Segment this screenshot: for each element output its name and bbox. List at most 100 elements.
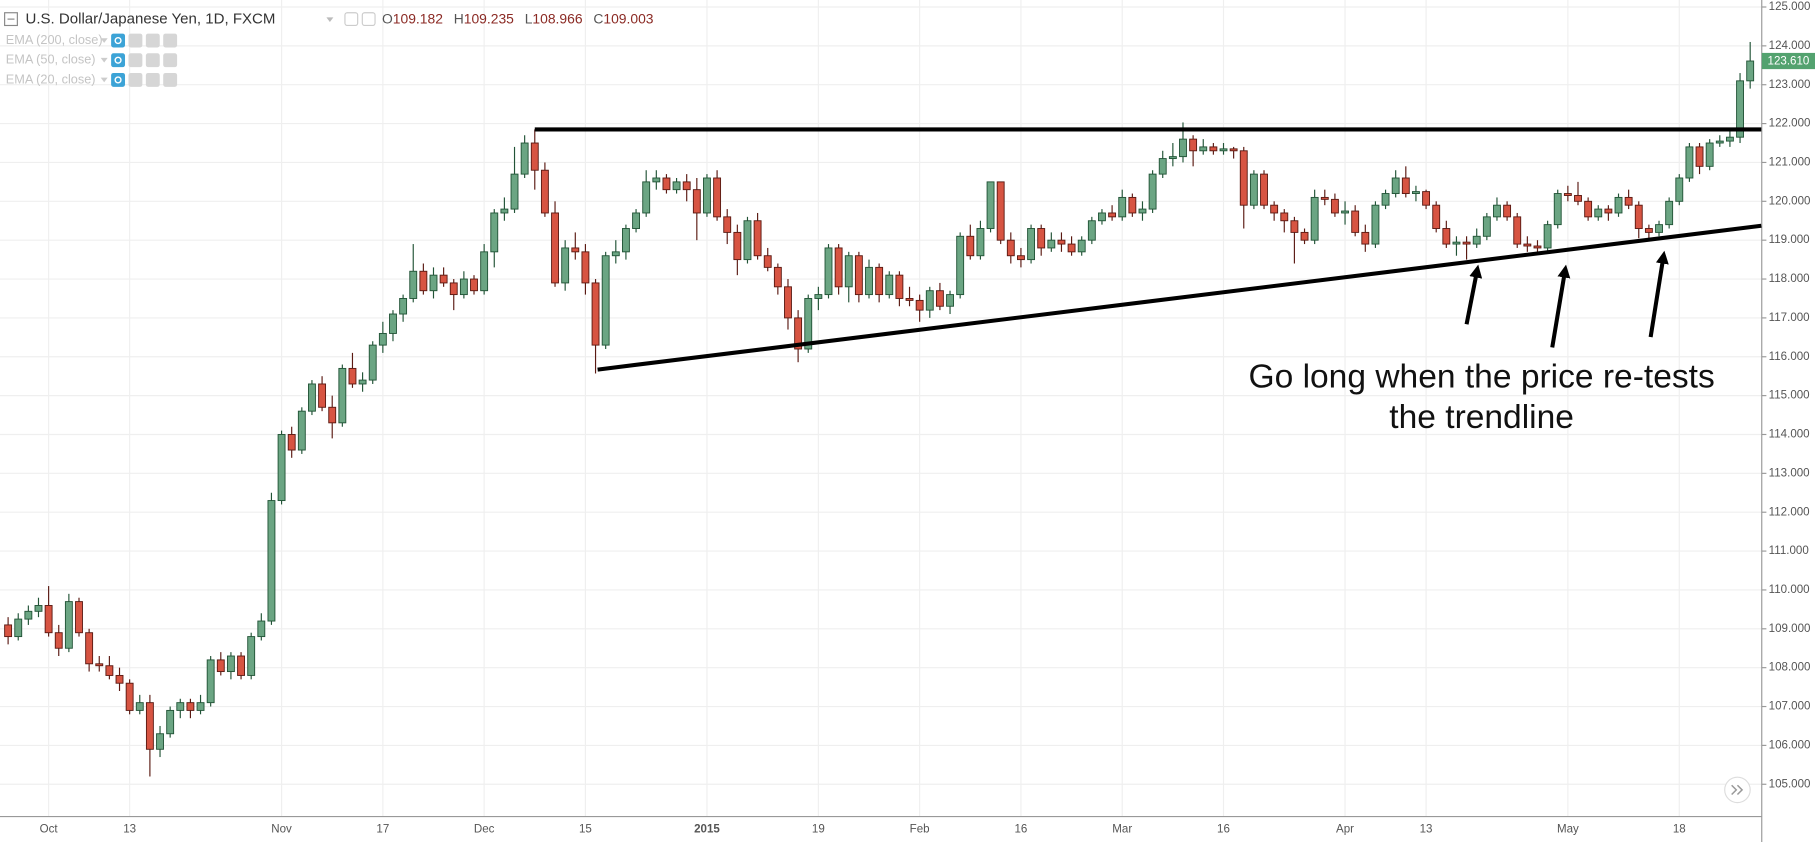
candle-body (986, 181, 995, 229)
candle-body (1523, 243, 1532, 247)
indicator-button[interactable] (163, 33, 178, 48)
candle-body (500, 208, 509, 214)
indicator-label: EMA (200, close) (6, 32, 103, 47)
candle-body (1452, 241, 1461, 245)
candle-body (976, 228, 985, 257)
dropdown-icon[interactable] (326, 17, 334, 23)
candle-body (1239, 150, 1248, 206)
candle-body (1685, 146, 1694, 179)
indicator-visibility[interactable] (111, 33, 126, 48)
indicator-button[interactable] (163, 72, 178, 87)
indicator-button[interactable] (128, 53, 143, 68)
candle-body (85, 632, 94, 665)
candle-body (237, 655, 245, 676)
indicator-label: EMA (50, close) (6, 52, 96, 67)
y-tick-label: 115.000 (1769, 390, 1810, 402)
settings-icon[interactable] (361, 12, 376, 27)
collapse-icon[interactable] (4, 12, 18, 27)
candle-body (1057, 239, 1066, 245)
candle-body (378, 332, 387, 346)
candle-body (1361, 231, 1370, 245)
indicator-button[interactable] (145, 33, 160, 48)
candle-body (1553, 193, 1562, 226)
y-tick-label: 118.000 (1769, 273, 1810, 285)
candle-body (1209, 146, 1218, 152)
indicator-button[interactable] (145, 72, 160, 87)
candle-body (34, 605, 43, 612)
candle-body (1381, 193, 1390, 206)
indicator-button[interactable] (163, 53, 178, 68)
candle-body (1695, 146, 1704, 167)
y-tick-label: 122.000 (1769, 118, 1811, 130)
candle-body (520, 142, 529, 175)
candle-body (358, 379, 367, 385)
indicator-dropdown[interactable] (100, 38, 108, 43)
candles (4, 41, 1755, 777)
candle-body (409, 270, 418, 299)
indicator-button[interactable] (128, 33, 143, 48)
indicator-visibility[interactable] (111, 53, 126, 68)
candle-body (753, 220, 762, 257)
candle-body (176, 702, 185, 711)
candle-body (935, 290, 944, 307)
scroll-button[interactable] (1724, 776, 1751, 804)
o-value: 109.182 (393, 10, 443, 26)
candle-body (551, 212, 559, 284)
candle-body (865, 266, 873, 296)
candle-body (723, 216, 732, 233)
candle-body (348, 367, 357, 385)
o-label: O (382, 10, 393, 26)
candle-body (1037, 228, 1046, 249)
candle-body (885, 274, 894, 296)
x-tick-label: 16 (1015, 823, 1028, 835)
indicator-button[interactable] (128, 72, 143, 87)
c-value: 109.003 (603, 10, 653, 26)
indicators: EMA (200, close) EMA (50, close) EMA (20, … (6, 32, 178, 87)
candle-body (449, 282, 458, 296)
candle-body (1098, 212, 1106, 222)
candle-body (581, 251, 590, 284)
candle-body (844, 255, 853, 288)
y-tick-label: 112.000 (1769, 506, 1810, 518)
indicator-dropdown[interactable] (100, 77, 108, 83)
x-tick-label: Oct (40, 823, 59, 835)
candle-body (1128, 196, 1137, 214)
candle-body (44, 605, 53, 634)
candle-body (1503, 204, 1512, 218)
candle-body (267, 500, 276, 622)
arrow (1464, 264, 1483, 325)
candle-body (1594, 208, 1603, 218)
indicator-visibility-eye (114, 36, 122, 45)
h-label: H (454, 10, 464, 26)
candle-body (1047, 239, 1056, 249)
candle-body (966, 235, 975, 257)
settings-icon[interactable] (344, 12, 359, 27)
candle-body (1725, 136, 1734, 142)
indicator-dropdown[interactable] (100, 57, 108, 63)
candle-body (1351, 210, 1360, 233)
candle-body (1290, 220, 1299, 233)
arrow (1648, 250, 1669, 338)
candle-body (652, 177, 661, 183)
indicator-visibility[interactable] (111, 72, 126, 87)
candle-body (1493, 204, 1501, 218)
candle-body (338, 367, 347, 424)
candle-body (297, 410, 306, 451)
indicator-button[interactable] (145, 53, 160, 68)
candle-body (156, 733, 164, 750)
candle-body (692, 189, 701, 214)
candle-body (925, 290, 934, 311)
candle-body (1432, 204, 1441, 229)
candle-body (784, 286, 792, 319)
candle-body (24, 610, 33, 620)
candle-body (368, 344, 377, 381)
candle-body (672, 181, 681, 191)
candle-body (95, 663, 104, 667)
y-tick-label: 110.000 (1769, 584, 1810, 596)
candle-body (399, 298, 408, 315)
candle-body (318, 383, 327, 408)
candle-body (996, 181, 1005, 241)
candle-body (905, 298, 914, 301)
y-tick-label: 116.000 (1769, 351, 1810, 363)
